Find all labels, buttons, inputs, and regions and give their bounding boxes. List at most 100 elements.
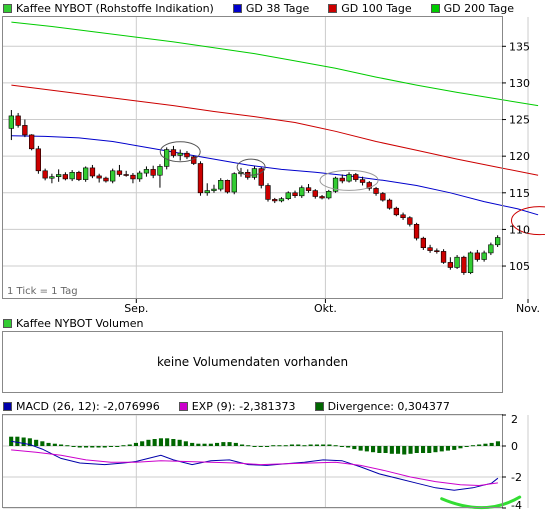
candle-body (110, 170, 116, 182)
candle-body (15, 115, 21, 126)
moving-average-lines (11, 21, 539, 216)
price-y-axis: 105 110 115 120 125 130 135 (502, 40, 530, 273)
divergence-bars (9, 436, 500, 455)
divergence-bar (221, 442, 226, 446)
candle-body (285, 192, 291, 200)
candle-body (143, 169, 150, 174)
candle-body (386, 199, 393, 209)
divergence-bar (402, 446, 407, 455)
divergence-bar (71, 446, 76, 447)
legend-swatch-macd (3, 401, 12, 411)
divergence-bar (84, 446, 89, 448)
candle-body (461, 256, 467, 273)
divergence-bar (59, 444, 64, 446)
candle-body (447, 262, 453, 268)
divergence-bar (352, 446, 357, 450)
volume-empty-message: keine Volumendaten vorhanden (156, 355, 349, 369)
candle-body (224, 180, 231, 193)
divergence-bar (414, 446, 419, 453)
divergence-bar (277, 445, 282, 447)
divergence-bar (383, 446, 388, 453)
candle-body (373, 188, 379, 194)
candle-body (278, 198, 285, 202)
annotation-green-curve (440, 495, 522, 510)
price-legend: Kaffee NYBOT (Rohstoffe Indikation) GD 3… (0, 0, 530, 16)
divergence-bar (21, 437, 26, 446)
macd-y-axis: 2 0 -2 -4 (502, 414, 522, 512)
divergence-bar (427, 446, 432, 453)
divergence-bar (190, 442, 195, 446)
divergence-bar (121, 445, 126, 447)
annotation-ellipse (319, 169, 379, 191)
candle-body (400, 214, 406, 219)
candle-body (251, 168, 258, 178)
legend-swatch-gd100 (328, 3, 338, 13)
annotation-ellipse (236, 158, 266, 176)
annotations (159, 141, 545, 236)
divergence-bar (40, 441, 45, 446)
divergence-bar (495, 441, 500, 446)
divergence-bar (108, 446, 113, 447)
candle-body (319, 196, 325, 199)
legend-item-volume: Kaffee NYBOT Volumen (0, 317, 143, 330)
divergence-bar (271, 445, 276, 447)
candle-body (96, 175, 102, 179)
divergence-bar (452, 446, 457, 450)
candle-body (150, 169, 156, 176)
divergence-bar (296, 444, 301, 446)
macd-y-tick-label: -4 (511, 499, 522, 512)
divergence-bar (346, 446, 351, 448)
annotation-ellipse-red (511, 206, 545, 236)
candle-body (76, 172, 82, 180)
candlesticks (8, 110, 501, 275)
candle-body (339, 177, 345, 182)
legend-label-gd38: GD 38 Tage (245, 1, 310, 15)
divergence-bar (377, 446, 382, 453)
macd-y-tick-label: 2 (511, 414, 518, 426)
candle-body (440, 251, 447, 263)
volume-legend: Kaffee NYBOT Volumen (0, 315, 159, 331)
divergence-bar (233, 442, 238, 446)
price-y-tick-label: 120 (509, 150, 530, 163)
divergence-bar (439, 446, 444, 452)
legend-item-gd200: GD 200 Tage (428, 2, 514, 15)
divergence-bar (289, 444, 294, 446)
candle-body (170, 149, 177, 156)
candle-body (55, 174, 62, 178)
candle-body (204, 190, 210, 194)
divergence-bar (165, 438, 170, 447)
candle-body (22, 125, 28, 136)
divergence-bar (240, 444, 245, 446)
candle-body (353, 174, 359, 180)
candle-body (8, 115, 14, 129)
legend-swatch-exp (178, 401, 188, 411)
divergence-bar (196, 443, 201, 446)
price-y-tick-label: 125 (509, 114, 530, 127)
legend-swatch-gd200 (430, 3, 440, 13)
divergence-bar (308, 444, 313, 446)
price-plot-frame (2, 16, 503, 299)
divergence-bar (483, 443, 488, 446)
divergence-bar (65, 445, 70, 447)
candle-body (35, 148, 41, 172)
candle-body (305, 187, 312, 191)
divergence-bar (371, 446, 376, 453)
divergence-bar (302, 445, 307, 447)
moving-average-line (11, 21, 539, 107)
legend-swatch-volume (3, 318, 12, 328)
candle-body (454, 256, 460, 268)
candle-body (312, 190, 318, 197)
macd-plot-frame (2, 414, 503, 508)
candle-body (137, 172, 143, 180)
candle-body (380, 193, 386, 201)
divergence-bar (127, 444, 132, 446)
legend-swatch-gd38 (232, 3, 242, 13)
price-y-tick-label: 105 (509, 260, 530, 273)
price-y-tick-label: 130 (509, 77, 530, 90)
candle-body (366, 182, 372, 189)
divergence-bar (333, 445, 338, 447)
divergence-bar (252, 446, 257, 447)
divergence-bar (46, 442, 51, 446)
divergence-bar (227, 442, 232, 446)
candle-body (359, 179, 366, 183)
